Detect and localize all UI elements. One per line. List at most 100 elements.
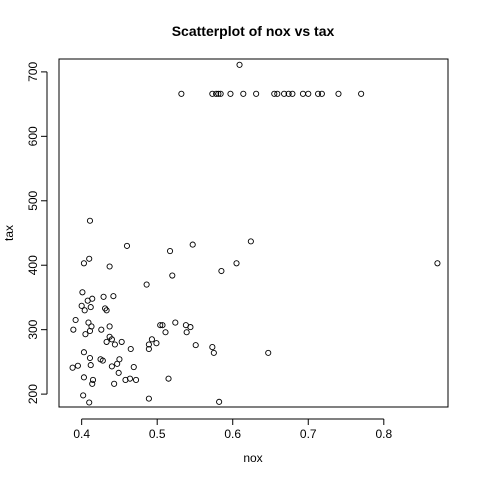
y-tick-label: 300 — [26, 319, 40, 339]
data-point — [86, 217, 94, 224]
data-point — [218, 267, 225, 275]
data-point — [285, 90, 292, 97]
data-point — [111, 380, 118, 387]
data-point — [89, 376, 97, 383]
data-point — [209, 90, 216, 97]
data-point — [87, 362, 94, 369]
data-point — [130, 363, 137, 371]
data-point — [114, 360, 121, 367]
y-tick-label: 500 — [26, 190, 40, 210]
data-point — [145, 395, 152, 402]
data-point — [132, 376, 140, 383]
data-point — [305, 90, 312, 97]
data-point — [178, 90, 185, 97]
data-point — [103, 307, 110, 314]
data-point — [165, 375, 172, 382]
data-point — [265, 349, 272, 356]
data-point — [100, 293, 107, 300]
data-point — [209, 344, 216, 351]
data-point — [192, 342, 199, 349]
data-point — [217, 90, 224, 97]
data-point — [148, 336, 155, 343]
data-point — [169, 272, 176, 279]
data-point — [79, 289, 86, 296]
data-point — [106, 333, 113, 340]
data-point — [187, 324, 194, 331]
x-tick-label: 0.5 — [149, 427, 166, 441]
data-point — [434, 260, 441, 267]
data-point — [227, 90, 234, 97]
data-point — [166, 247, 174, 255]
data-point — [111, 341, 118, 348]
data-point — [162, 329, 169, 336]
y-tick-label: 200 — [26, 384, 40, 404]
data-point — [126, 375, 134, 382]
plot-frame — [58, 58, 449, 408]
data-point — [281, 90, 288, 97]
data-point — [233, 260, 240, 267]
data-point — [103, 338, 110, 345]
data-point — [123, 242, 131, 249]
data-point — [172, 319, 179, 326]
data-point — [183, 329, 190, 336]
data-point — [157, 322, 164, 329]
y-tick-label: 700 — [26, 62, 40, 82]
data-point — [86, 354, 94, 362]
data-point — [115, 369, 122, 376]
data-point — [289, 90, 296, 97]
data-point — [274, 90, 281, 97]
data-point — [87, 304, 94, 311]
data-point — [80, 260, 87, 267]
y-axis-label: tax — [2, 225, 16, 241]
data-point — [127, 345, 134, 353]
data-point — [318, 90, 325, 97]
x-axis: 0.4 0.5 0.6 0.7 0.8 — [73, 418, 392, 441]
data-point — [106, 263, 113, 270]
data-point — [247, 238, 254, 245]
data-point — [145, 341, 152, 348]
data-point — [102, 305, 109, 312]
data-point — [78, 302, 85, 309]
data-point — [213, 90, 220, 97]
data-point — [118, 338, 125, 345]
data-point — [86, 255, 93, 262]
data-point — [72, 316, 79, 324]
data-point — [253, 90, 260, 97]
data-point — [70, 326, 77, 333]
y-axis: 200 300 400 500 600 700 — [26, 62, 48, 404]
data-point — [271, 90, 278, 97]
data-point — [81, 307, 88, 314]
data-point — [189, 241, 196, 248]
data-point — [86, 327, 94, 335]
x-tick-label: 0.4 — [73, 427, 90, 441]
data-point — [240, 90, 247, 97]
y-tick-label: 400 — [26, 255, 40, 275]
data-point — [108, 363, 115, 370]
data-point — [80, 392, 87, 399]
data-point — [89, 380, 96, 387]
chart-title: Scatterplot of nox vs tax — [172, 23, 335, 39]
data-point — [236, 61, 243, 68]
data-point — [106, 323, 113, 330]
data-point — [145, 345, 152, 353]
data-point — [143, 281, 150, 288]
data-points — [69, 61, 441, 406]
data-point — [89, 295, 96, 302]
x-tick-label: 0.7 — [300, 427, 317, 441]
data-point — [82, 331, 89, 338]
data-point — [215, 90, 222, 97]
data-point — [98, 326, 105, 333]
x-tick-label: 0.6 — [224, 427, 241, 441]
data-point — [315, 90, 322, 97]
x-tick-label: 0.8 — [375, 427, 392, 441]
data-point — [74, 362, 81, 369]
x-axis-label: nox — [243, 451, 262, 465]
data-point — [153, 340, 160, 347]
data-point — [358, 90, 365, 97]
data-point — [99, 357, 106, 364]
data-point — [69, 364, 76, 371]
data-point — [85, 319, 92, 326]
data-point — [80, 349, 87, 356]
